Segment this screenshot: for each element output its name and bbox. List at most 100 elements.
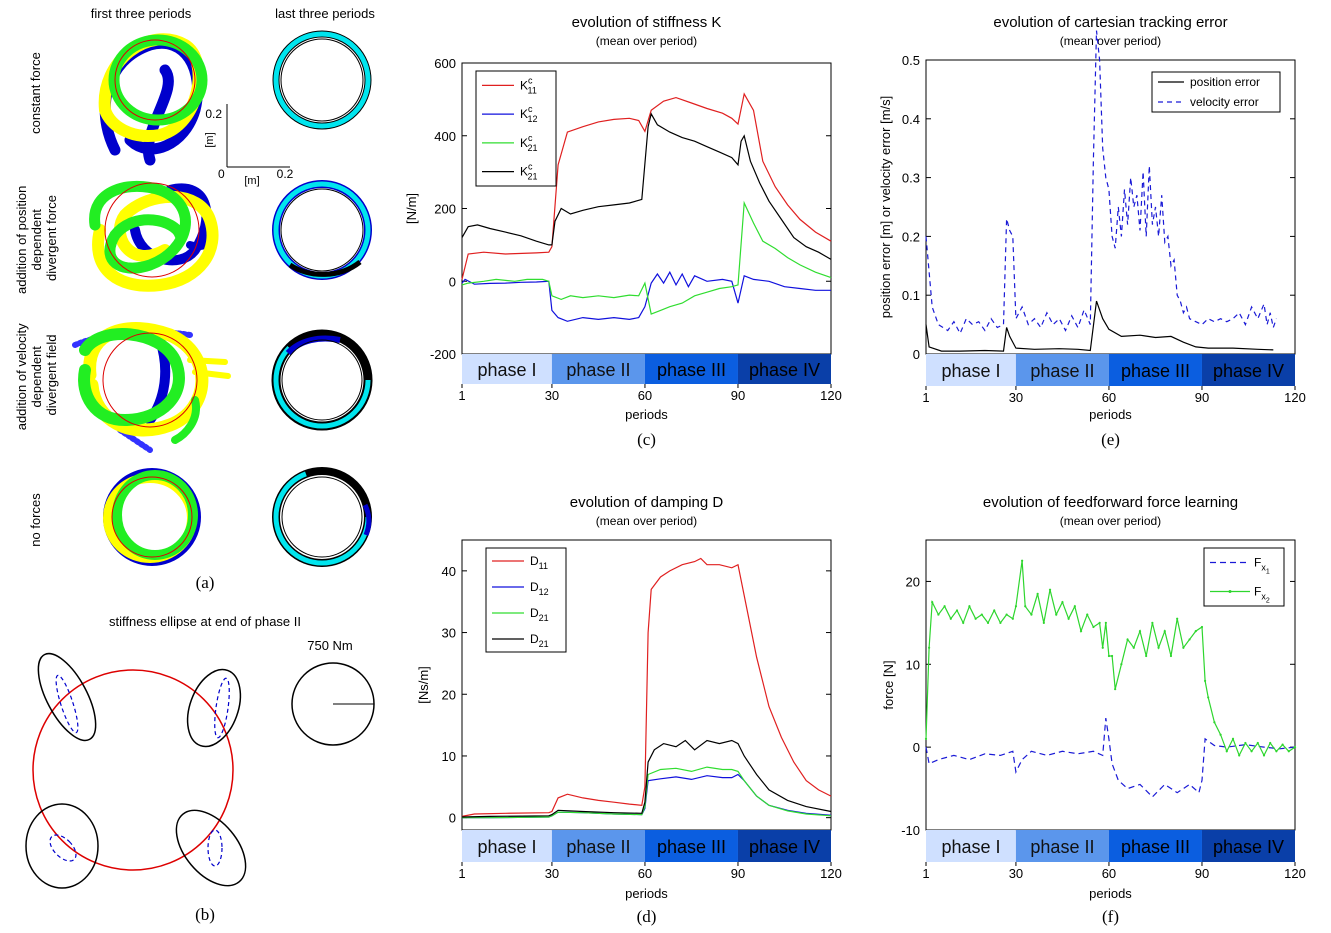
- scale-v-unit: [m]: [204, 132, 216, 147]
- phase-band-4: [1201, 354, 1295, 386]
- chart-tracking-error: evolution of cartesian tracking error (me…: [878, 14, 1306, 449]
- series-line-f-1: [925, 560, 1296, 757]
- stiffness-ellipse-top-right: [186, 668, 242, 748]
- y-tick-label: 0.1: [902, 288, 920, 303]
- series-point: [1256, 741, 1259, 745]
- x-tick-label: 90: [731, 388, 745, 403]
- y-axis-label: position error [m] or velocity error [m/…: [878, 96, 893, 319]
- x-tick-label: 30: [545, 388, 559, 403]
- series-point: [924, 737, 928, 740]
- chart-subtitle: (mean over period): [1060, 514, 1161, 528]
- trajectory-plot-none-last: [272, 467, 372, 567]
- legend-label: D21: [530, 632, 549, 649]
- series-point: [1200, 625, 1204, 629]
- series-point: [1104, 621, 1107, 624]
- trajectory-plot-constant-last: [272, 30, 372, 130]
- phase-label-1: phase I: [941, 837, 1000, 857]
- row-label-velocity-divergent: addition of velocity dependent divergent…: [14, 320, 59, 431]
- y-tick-label: 0: [913, 740, 920, 755]
- series-point: [1225, 750, 1228, 753]
- legend-label: Kc 21: [520, 133, 538, 153]
- chart-subtitle: (mean over period): [1060, 34, 1161, 48]
- caption-b: (b): [195, 905, 215, 924]
- phase-band-3: [1108, 354, 1202, 386]
- legend-label: velocity error: [1190, 95, 1259, 109]
- series-point: [1011, 617, 1014, 620]
- x-tick-label: 90: [731, 866, 745, 881]
- phase-band-1: [462, 830, 552, 862]
- x-tick-label: 60: [1102, 390, 1116, 405]
- series-point: [986, 621, 990, 624]
- series-line-d-3: [461, 739, 832, 818]
- series-point: [1101, 646, 1104, 649]
- y-tick-label: 30: [442, 626, 456, 641]
- phase-band-3: [1108, 830, 1202, 862]
- chart-caption: (e): [1101, 430, 1120, 449]
- trajectory-plot-velocity-last: [271, 329, 373, 431]
- y-tick-label: 600: [434, 56, 456, 71]
- series-line-c-1: [461, 270, 831, 322]
- phase-band-4: [737, 354, 831, 384]
- phase-label-2: phase II: [566, 837, 630, 857]
- y-tick-label: 20: [442, 687, 456, 702]
- series-point: [1169, 654, 1173, 658]
- x-tick-label: 120: [820, 866, 842, 881]
- trajectory-plot-velocity-first: [72, 322, 231, 453]
- series-point: [1120, 663, 1123, 666]
- scale-v-label: 0.2: [205, 107, 222, 121]
- x-axis-label: periods: [625, 886, 668, 901]
- y-tick-label: -200: [430, 347, 456, 362]
- panel-a-col1-header: first three periods: [91, 6, 192, 21]
- stiffness-ellipse-bottom-right: [175, 809, 247, 887]
- panel-a-col2-header: last three periods: [275, 6, 375, 21]
- series-point: [1213, 721, 1216, 724]
- phase-band-1: [926, 354, 1016, 386]
- series-line-e-0: [925, 300, 1274, 352]
- series-line-d-0: [461, 557, 832, 817]
- phase-band-2: [1015, 830, 1109, 862]
- series-line-c-0: [461, 92, 832, 280]
- trajectory-plot-position-first: [89, 180, 219, 292]
- x-tick-label: 30: [1009, 390, 1023, 405]
- series-point: [1024, 605, 1027, 608]
- series-point: [1061, 601, 1064, 604]
- phase-label-3: phase III: [657, 837, 726, 857]
- phase-label-3: phase III: [1121, 837, 1190, 857]
- series-point: [1188, 638, 1191, 641]
- legend-label: Kc 11: [520, 75, 537, 95]
- series-point: [1073, 605, 1076, 608]
- legend-label: position error: [1190, 75, 1260, 89]
- series-line-e-1: [925, 30, 1277, 335]
- x-tick-label: 1: [458, 388, 465, 403]
- y-tick-label: 0.5: [902, 53, 920, 68]
- legend-label: D21: [530, 606, 549, 623]
- y-tick-label: 0: [449, 274, 456, 289]
- series-point: [1092, 625, 1095, 629]
- x-tick-label: 60: [1102, 866, 1116, 881]
- y-tick-label: 0: [449, 811, 456, 826]
- series-point: [937, 613, 940, 616]
- series-point: [1005, 613, 1008, 616]
- series-point: [1086, 613, 1089, 616]
- series-point: [1203, 679, 1207, 682]
- phase-label-1: phase I: [477, 360, 536, 380]
- legend-label: Fx2: [1254, 585, 1270, 605]
- series-line-c-3: [461, 112, 832, 260]
- series-point: [943, 605, 946, 608]
- y-tick-label: 400: [434, 129, 456, 144]
- series-point: [1048, 588, 1052, 591]
- series-point: [1275, 750, 1278, 753]
- row-label-constant-force: constant force: [28, 52, 43, 134]
- x-tick-label: 1: [458, 866, 465, 881]
- scale-h-label: 0.2: [277, 167, 294, 181]
- phase-band-3: [644, 830, 738, 862]
- series-point: [1287, 750, 1290, 753]
- series-point: [1207, 696, 1210, 699]
- x-tick-label: 90: [1195, 866, 1209, 881]
- series-point: [1145, 654, 1148, 658]
- series-point: [1238, 754, 1241, 757]
- y-tick-label: 10: [906, 657, 920, 672]
- series-point: [1030, 613, 1033, 616]
- chart-subtitle: (mean over period): [596, 34, 697, 48]
